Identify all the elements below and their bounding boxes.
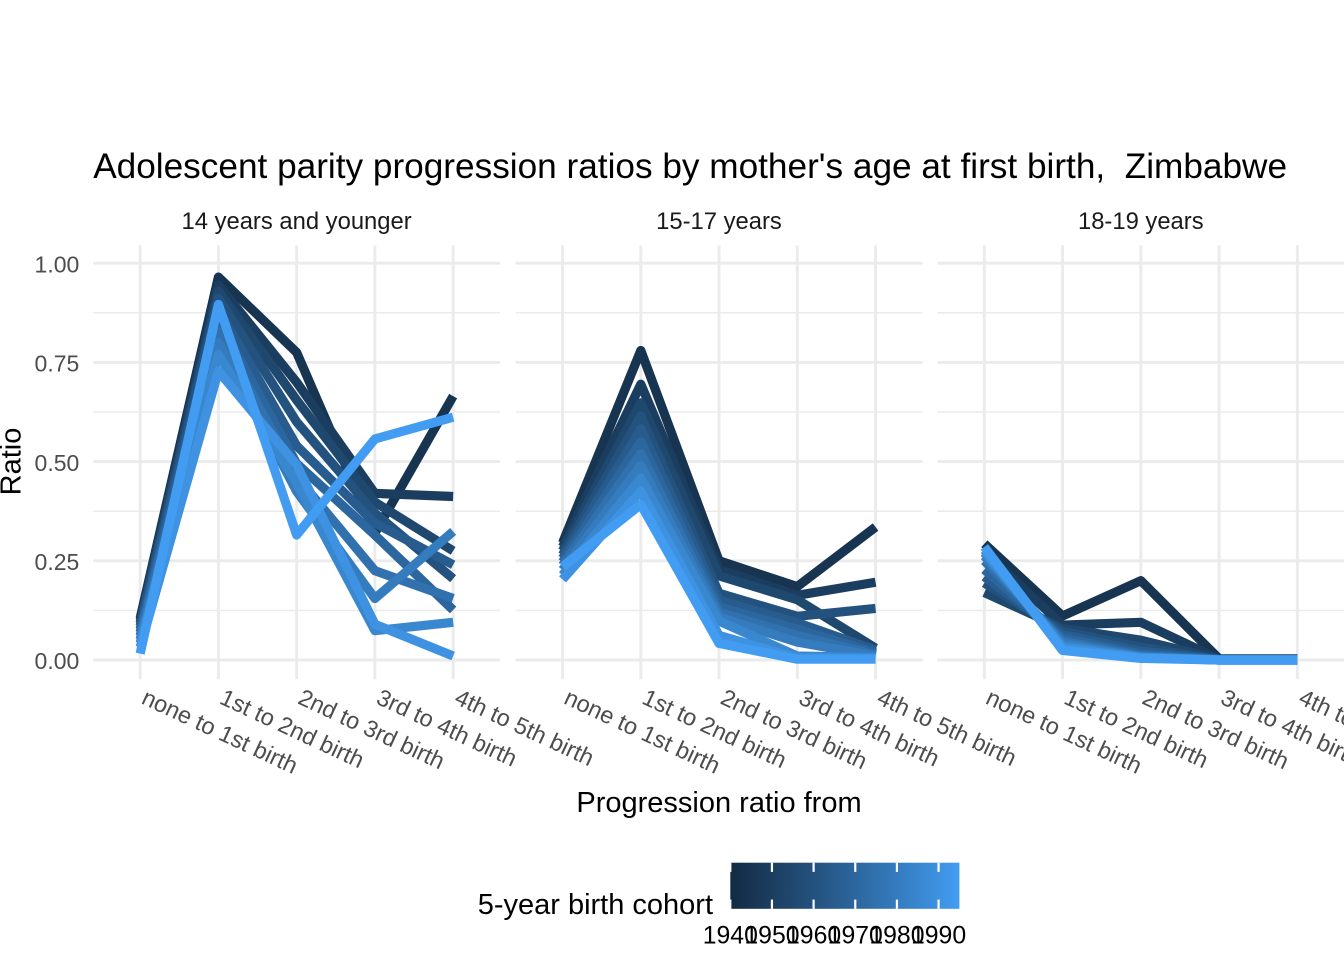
- svg-text:1970: 1970: [828, 923, 883, 950]
- svg-text:0.25: 0.25: [35, 549, 80, 575]
- svg-text:0.50: 0.50: [35, 450, 80, 476]
- svg-text:Ratio: Ratio: [0, 428, 28, 496]
- svg-text:Adolescent parity progression: Adolescent parity progression ratios by …: [93, 147, 1287, 186]
- svg-text:Progression ratio from: Progression ratio from: [576, 787, 861, 819]
- svg-text:1.00: 1.00: [35, 251, 80, 277]
- svg-text:1950: 1950: [744, 923, 799, 950]
- svg-text:0.00: 0.00: [35, 648, 80, 674]
- svg-text:1990: 1990: [911, 923, 966, 950]
- svg-text:5-year birth cohort: 5-year birth cohort: [478, 889, 713, 921]
- svg-text:18-19 years: 18-19 years: [1078, 208, 1204, 235]
- svg-text:0.75: 0.75: [35, 351, 80, 377]
- svg-text:1980: 1980: [869, 923, 924, 950]
- svg-text:15-17 years: 15-17 years: [656, 208, 782, 235]
- svg-text:1960: 1960: [786, 923, 841, 950]
- svg-text:14 years and younger: 14 years and younger: [181, 208, 411, 235]
- svg-text:1940: 1940: [703, 923, 758, 950]
